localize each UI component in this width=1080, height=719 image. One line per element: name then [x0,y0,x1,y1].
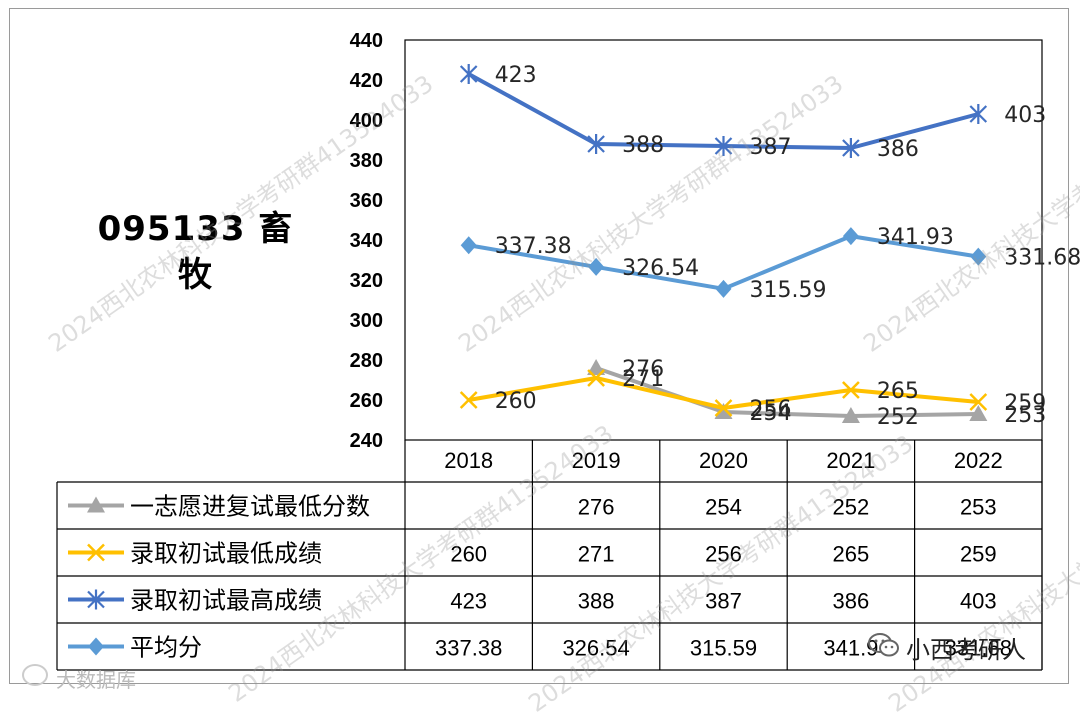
marker-asterisk [714,136,733,156]
line-chart: 240 260 280 300 320 340 360 380 400 420 440 276 254… [56,30,1080,671]
table-cell: 315.59 [690,636,757,661]
data-label: 386 [877,137,919,162]
legend-series-name: 录取初试最高成绩 [130,587,322,615]
data-label: 259 [1004,391,1046,416]
series-2: 423 388 387 386 403 [459,63,1046,162]
marker-asterisk [842,138,860,158]
table-cell: 388 [578,589,615,614]
table-cell: 260 [450,542,487,567]
y-tick-label: 420 [350,70,383,92]
data-label: 403 [1004,103,1046,128]
marker-triangle [841,407,860,423]
data-label: 265 [877,379,919,404]
table-cell: 387 [705,589,742,614]
series-line [595,366,979,418]
table-cell: 254 [705,495,742,520]
chart-title: 095133 畜牧 [97,209,294,295]
y-tick-label: 340 [350,230,383,252]
data-label: 252 [877,405,919,430]
y-tick-label: 320 [350,270,383,292]
y-tick-label: 360 [350,190,383,212]
x-category-label: 2022 [954,448,1003,473]
marker-x [714,399,733,417]
series-3: 337.38 326.54 315.59 341.93 331.68 [460,225,1080,303]
x-category-label: 2020 [699,448,748,473]
table-cell: 337.38 [435,636,502,661]
data-label: 423 [495,63,537,88]
marker-asterisk [587,134,605,154]
marker-triangle [714,403,733,419]
data-label: 256 [750,397,792,422]
table-cell: 386 [833,589,870,614]
marker-triangle [587,359,606,375]
data-label: 315.59 [750,278,827,303]
marker-triangle [969,405,988,421]
data-label: 388 [622,133,664,158]
table-cell: 403 [960,589,997,614]
marker-x [87,543,105,562]
data-label: 326.54 [622,256,699,281]
y-tick-label: 400 [350,110,383,132]
y-tick-label: 260 [350,390,383,412]
marker-diamond [88,637,104,656]
marker-diamond [842,227,859,246]
y-tick-label: 380 [350,150,383,172]
legend-series-name: 录取初试最低成绩 [130,540,322,568]
table-cell: 326.54 [562,636,629,661]
marker-diamond [588,257,605,276]
table-cell: 252 [833,495,870,520]
marker-diamond [460,236,477,255]
wechat-logo [867,631,901,659]
data-label: 337.38 [495,234,572,259]
data-label: 387 [750,135,792,160]
data-label: 276 [622,357,664,382]
y-tick-label: 240 [350,430,383,452]
legend-series-name: 一志愿进复试最低分数 [130,493,370,521]
marker-x [459,391,478,409]
table-cell: 423 [450,589,487,614]
marker-diamond [970,247,987,266]
table-cell: 259 [960,542,997,567]
footer-brand-icon [22,664,48,686]
marker-x [587,369,605,387]
y-tick-label: 280 [350,350,383,372]
marker-triangle [87,496,105,513]
wechat-icon [868,633,899,657]
table-cell: 256 [705,542,742,567]
x-category-label: 2018 [444,448,493,473]
footer-brand-text: 大数据库 [56,668,136,692]
data-label: 260 [495,389,537,414]
data-label: 253 [1004,403,1046,428]
wechat-account-name: 小西考研人 [906,636,1026,664]
marker-asterisk [969,104,988,124]
marker-diamond [715,279,732,298]
data-label: 331.68 [1004,246,1080,271]
marker-asterisk [459,64,478,84]
series-1: 260 271 256 265 259 [459,367,1046,422]
marker-asterisk [87,589,105,610]
marker-x [842,381,860,399]
plot-area [404,39,1043,441]
x-category-label: 2019 [572,448,621,473]
table-cell: 253 [960,495,997,520]
table-cell: 331.68 [945,636,1012,661]
table-cell: 276 [578,495,615,520]
data-label: 271 [622,367,664,392]
table-cell: 265 [833,542,870,567]
marker-x [969,393,988,411]
table-cell: 271 [578,542,615,567]
chart-frame [9,8,1069,684]
y-tick-label: 440 [350,30,383,52]
legend-series-name: 平均分 [130,634,202,662]
y-tick-label: 300 [350,310,383,332]
data-label: 341.93 [877,225,954,250]
x-category-label: 2021 [826,448,875,473]
